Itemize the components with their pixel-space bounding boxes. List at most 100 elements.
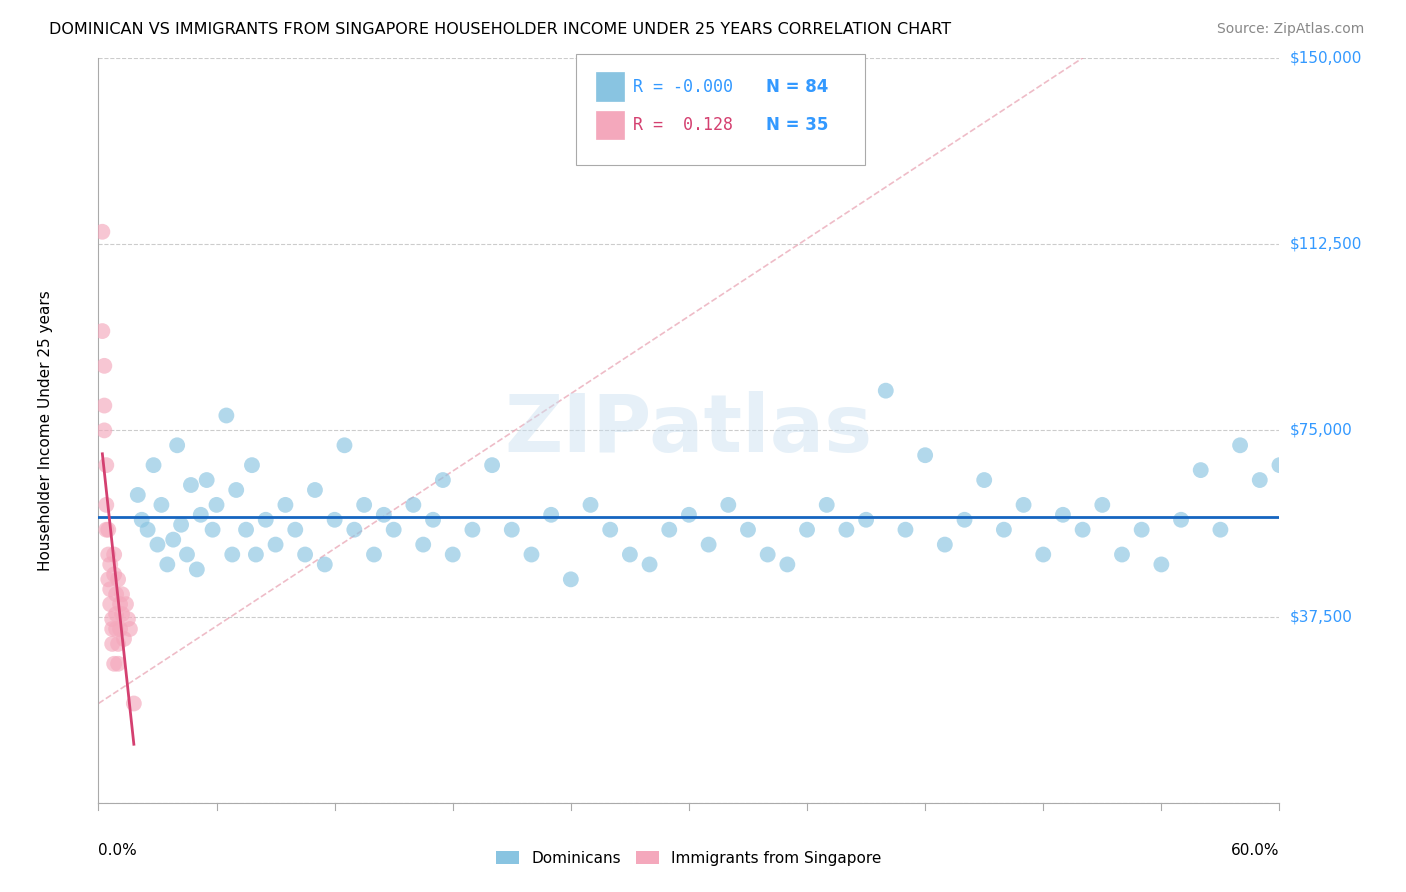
Text: N = 84: N = 84 [766,78,828,95]
Point [108,622,131,636]
Point [304,483,326,497]
Point [1170,513,1192,527]
Point [1150,558,1173,572]
Point [1032,548,1054,562]
Point [195,473,218,487]
Point [333,438,356,452]
Point [96,498,118,512]
Point [520,548,543,562]
Point [103,657,125,671]
Point [180,478,202,492]
Point [697,538,720,552]
Point [678,508,700,522]
Point [1111,548,1133,562]
Point [540,508,562,522]
Text: $37,500: $37,500 [1289,609,1353,624]
Point [441,548,464,562]
Point [97,573,120,587]
Point [98,597,121,611]
Point [162,533,184,547]
Point [1012,498,1035,512]
Point [118,622,141,636]
Text: $112,500: $112,500 [1289,236,1361,252]
Point [461,523,484,537]
Point [501,523,523,537]
Point [156,558,179,572]
Point [97,548,120,562]
Point [756,548,779,562]
Point [638,558,661,572]
Point [835,523,858,537]
Point [201,523,224,537]
Point [254,513,277,527]
Point [422,513,444,527]
Point [1091,498,1114,512]
Point [112,632,135,646]
Point [105,607,128,621]
Point [96,458,118,472]
Point [855,513,877,527]
Point [1189,463,1212,477]
Point [105,622,128,636]
Point [235,523,257,537]
Point [579,498,602,512]
Point [93,423,115,437]
Point [914,448,936,462]
Point [343,523,366,537]
Point [1229,438,1251,452]
Point [658,523,681,537]
Point [150,498,173,512]
Point [103,548,125,562]
Text: 0.0%: 0.0% [98,843,138,857]
Point [1130,523,1153,537]
Point [98,558,121,572]
Text: 60.0%: 60.0% [1232,843,1279,857]
Text: R =  0.128: R = 0.128 [633,116,733,134]
Point [796,523,818,537]
Point [91,324,114,338]
Text: N = 35: N = 35 [766,116,828,134]
Point [373,508,395,522]
Point [108,597,131,611]
Point [107,637,129,651]
Point [284,523,307,537]
Point [314,558,336,572]
Point [934,538,956,552]
Point [363,548,385,562]
Point [240,458,263,472]
Point [1249,473,1271,487]
Point [221,548,243,562]
Point [274,498,297,512]
Point [776,558,799,572]
Point [146,538,169,552]
Point [619,548,641,562]
Point [481,458,503,472]
Text: DOMINICAN VS IMMIGRANTS FROM SINGAPORE HOUSEHOLDER INCOME UNDER 25 YEARS CORRELA: DOMINICAN VS IMMIGRANTS FROM SINGAPORE H… [49,22,952,37]
Point [190,508,212,522]
Point [215,409,238,423]
Text: R = -0.000: R = -0.000 [633,78,733,95]
Point [127,488,149,502]
Point [96,523,118,537]
Point [382,523,405,537]
Text: Source: ZipAtlas.com: Source: ZipAtlas.com [1216,22,1364,37]
Point [1071,523,1094,537]
Point [717,498,740,512]
Point [186,562,208,576]
Point [136,523,159,537]
Point [97,523,120,537]
Point [432,473,454,487]
Point [176,548,198,562]
Point [107,657,129,671]
Point [205,498,228,512]
Point [166,438,188,452]
Point [101,622,124,636]
Point [599,523,621,537]
Point [117,612,139,626]
Text: $75,000: $75,000 [1289,423,1353,438]
Point [953,513,976,527]
Point [1268,458,1291,472]
Point [560,573,582,587]
Point [105,587,128,601]
Point [98,582,121,597]
